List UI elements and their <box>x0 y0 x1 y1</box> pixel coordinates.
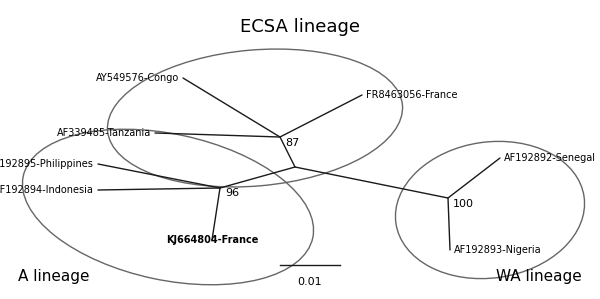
Text: AF339485-Tanzania: AF339485-Tanzania <box>57 128 151 138</box>
Text: AF192894-Indonesia: AF192894-Indonesia <box>0 185 94 195</box>
Text: 96: 96 <box>225 188 239 198</box>
Text: AF192893-Nigeria: AF192893-Nigeria <box>454 245 542 255</box>
Text: AF192892-Senegal: AF192892-Senegal <box>504 153 596 163</box>
Text: ECSA lineage: ECSA lineage <box>240 18 360 36</box>
Text: 0.01: 0.01 <box>298 277 322 287</box>
Text: FR8463056-France: FR8463056-France <box>366 90 458 100</box>
Text: AY549576-Congo: AY549576-Congo <box>96 73 179 83</box>
Text: KJ664804-France: KJ664804-France <box>166 235 258 245</box>
Text: AF192895-Philippines: AF192895-Philippines <box>0 159 94 169</box>
Text: 100: 100 <box>453 199 474 209</box>
Text: A lineage: A lineage <box>18 269 89 284</box>
Text: 87: 87 <box>285 138 299 148</box>
Text: WA lineage: WA lineage <box>496 269 582 284</box>
